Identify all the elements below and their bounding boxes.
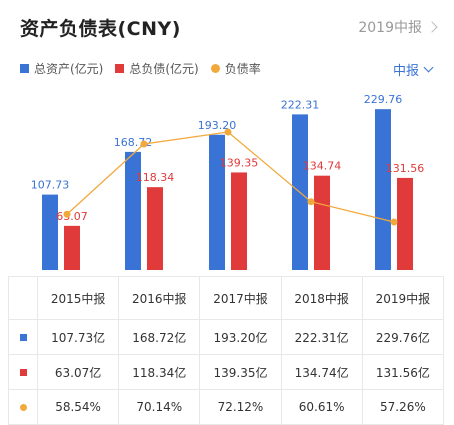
- table-cell: 57.26%: [361, 389, 445, 425]
- chevron-down-icon: [423, 62, 434, 73]
- table-cell: 193.20亿: [199, 319, 282, 355]
- table-header-cell: 2018中报: [280, 276, 363, 320]
- table-row-key: [8, 389, 38, 425]
- assets-bar: [209, 134, 225, 270]
- table-cell: 70.14%: [118, 389, 201, 425]
- liabilities-swatch-icon: [115, 64, 125, 73]
- table-header-cell: 2015中报: [36, 276, 120, 320]
- period-select[interactable]: 中报: [392, 60, 434, 79]
- table-row-liabilities: 63.07亿 118.34亿 139.35亿 134.74亿 131.56亿: [8, 354, 445, 390]
- legend-label-ratio: 负债率: [224, 62, 261, 76]
- assets-data-label: 229.76: [364, 93, 403, 106]
- ratio-point: [63, 210, 71, 218]
- liabilities-data-label: 63.07: [56, 210, 88, 223]
- assets-data-label: 107.73: [31, 179, 70, 192]
- table-row-key: [8, 354, 38, 390]
- period-link[interactable]: 2019中报: [358, 17, 438, 37]
- assets-bar: [42, 194, 58, 270]
- table-cell: 134.74亿: [280, 354, 363, 390]
- table-cell: 131.56亿: [361, 354, 445, 390]
- table-row-ratio: 58.54% 70.14% 72.12% 60.61% 57.26%: [8, 389, 445, 425]
- table-header-row: 2015中报 2016中报 2017中报 2018中报 2019中报: [8, 276, 445, 320]
- period-link-label: 2019中报: [358, 20, 422, 36]
- table-header-cell: 2016中报: [118, 276, 201, 320]
- liabilities-bar: [231, 172, 247, 270]
- page-title: 资产负债表(CNY): [20, 18, 181, 40]
- assets-data-label: 222.31: [281, 98, 320, 111]
- assets-data-label: 193.20: [198, 119, 237, 132]
- table-cell: 139.35亿: [199, 354, 282, 390]
- chevron-right-icon: [426, 21, 438, 33]
- liabilities-data-label: 139.35: [220, 156, 259, 169]
- ratio-point: [224, 128, 232, 136]
- liabilities-data-label: 118.34: [136, 171, 175, 184]
- legend: 总资产(亿元) 总负债(亿元) 负债率: [20, 60, 273, 77]
- legend-label-liabilities: 总负债(亿元): [129, 62, 199, 76]
- table-cell: 63.07亿: [36, 354, 120, 390]
- liabilities-data-label: 131.56: [386, 162, 425, 175]
- liabilities-marker-icon: [19, 369, 27, 376]
- ratio-point: [390, 218, 398, 226]
- assets-bar: [375, 109, 391, 270]
- ratio-point: [140, 140, 148, 148]
- table-cell: 72.12%: [199, 389, 282, 425]
- ratio-swatch-icon: [210, 64, 220, 73]
- header: 资产负债表(CNY) 2019中报: [0, 0, 454, 50]
- table-header-cell: 2017中报: [199, 276, 282, 320]
- assets-bar: [125, 151, 141, 270]
- liabilities-bar: [64, 225, 80, 270]
- table-row-assets: 107.73亿 168.72亿 193.20亿 222.31亿 229.76亿: [8, 319, 445, 355]
- table-cell: 107.73亿: [36, 319, 120, 355]
- liabilities-bar: [314, 175, 330, 270]
- legend-label-assets: 总资产(亿元): [34, 62, 104, 76]
- legend-item-liabilities: 总负债(亿元): [115, 60, 199, 77]
- table-cell: 229.76亿: [361, 319, 445, 355]
- legend-item-ratio: 负债率: [210, 60, 261, 77]
- ratio-point: [307, 198, 315, 206]
- table-cell: 118.34亿: [118, 354, 201, 390]
- data-table: 2015中报 2016中报 2017中报 2018中报 2019中报 107.7…: [8, 276, 445, 425]
- legend-item-assets: 总资产(亿元): [20, 60, 103, 77]
- liabilities-bar: [397, 177, 413, 270]
- period-select-label: 中报: [392, 64, 419, 79]
- table-corner: [8, 276, 38, 320]
- table-cell: 58.54%: [36, 389, 120, 425]
- assets-swatch-icon: [20, 64, 29, 73]
- liabilities-data-label: 134.74: [303, 160, 342, 173]
- table-row-key: [8, 319, 38, 355]
- table-cell: 168.72亿: [118, 319, 201, 355]
- liabilities-bar: [147, 187, 163, 270]
- balance-chart: 107.7363.07168.72118.34193.20139.35222.3…: [31, 93, 425, 270]
- ratio-marker-icon: [19, 404, 27, 411]
- table-cell: 222.31亿: [280, 319, 363, 355]
- assets-marker-icon: [19, 334, 27, 341]
- table-header-cell: 2019中报: [361, 276, 445, 320]
- table-cell: 60.61%: [280, 389, 363, 425]
